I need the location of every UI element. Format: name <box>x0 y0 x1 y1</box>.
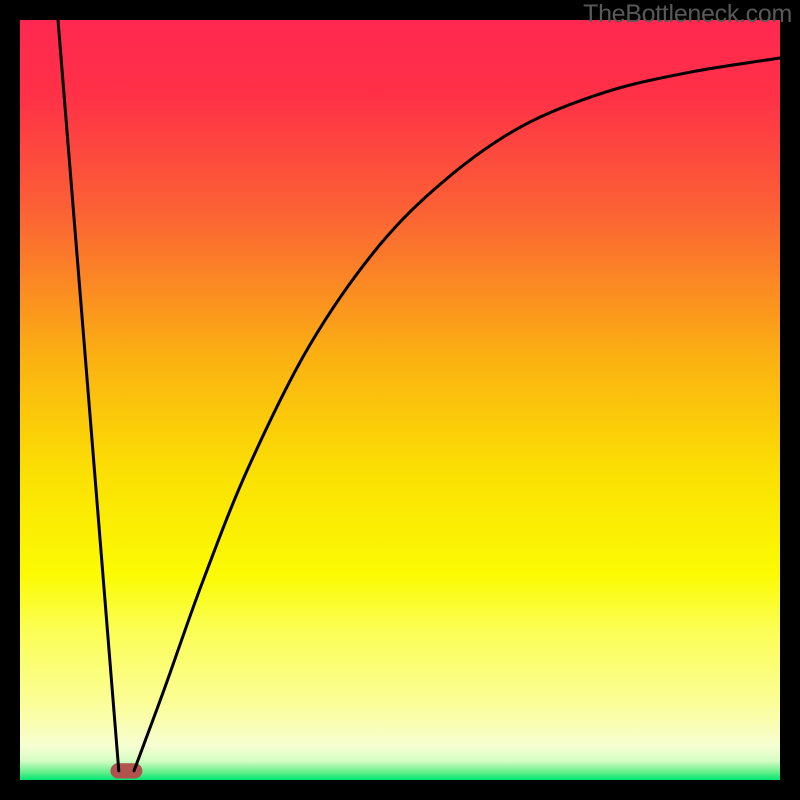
plot-svg <box>20 20 780 780</box>
gradient-background <box>20 20 780 780</box>
chart-frame: TheBottleneck.com <box>0 0 800 800</box>
plot-area <box>20 20 780 780</box>
source-watermark: TheBottleneck.com <box>583 0 792 29</box>
